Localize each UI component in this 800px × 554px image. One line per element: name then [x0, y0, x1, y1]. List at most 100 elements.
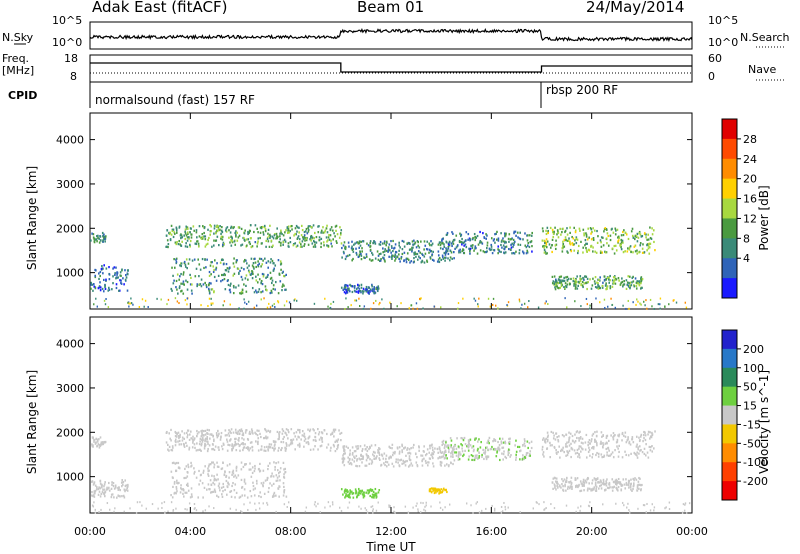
data-cell [185, 242, 187, 245]
data-cell [267, 467, 269, 471]
data-cell [253, 230, 255, 234]
data-cell [646, 244, 648, 247]
data-cell [111, 288, 113, 291]
data-cell [490, 237, 493, 240]
data-cell [569, 248, 572, 252]
data-cell [431, 452, 434, 456]
data-cell [525, 246, 528, 249]
data-cell [215, 432, 218, 435]
data-cell [606, 232, 609, 235]
data-cell [507, 453, 510, 457]
data-cell [103, 441, 106, 444]
data-cell [439, 456, 441, 459]
data-cell [230, 226, 232, 230]
data-cell [273, 444, 276, 447]
data-cell [249, 489, 252, 493]
data-cell [188, 433, 191, 436]
data-cell [438, 260, 441, 264]
data-cell [377, 285, 380, 288]
data-cell [243, 238, 246, 241]
velocity-colorbar-tick-label: -200 [743, 475, 768, 488]
data-cell [337, 443, 340, 447]
data-cell [378, 457, 381, 460]
data-cell [360, 254, 363, 257]
data-cell [391, 255, 393, 258]
data-cell [118, 289, 120, 292]
data-cell [628, 440, 631, 443]
data-cell [582, 251, 584, 254]
data-cell [607, 454, 610, 457]
data-cell [460, 436, 463, 440]
data-cell [447, 247, 450, 250]
data-cell [296, 438, 298, 441]
data-cell [363, 493, 365, 497]
data-cell [101, 441, 104, 444]
data-cell [99, 270, 102, 274]
data-cell [232, 274, 235, 277]
data-cell [372, 241, 375, 245]
y-tick-label: 1000 [56, 471, 84, 484]
data-cell [92, 483, 95, 486]
data-cell [314, 432, 317, 435]
data-cell [569, 485, 572, 488]
data-cell [500, 250, 502, 254]
data-cell [556, 285, 559, 288]
data-cell [549, 441, 551, 444]
data-cell [559, 286, 561, 289]
data-cell [245, 429, 248, 432]
data-cell [110, 493, 113, 496]
data-cell [175, 226, 178, 229]
data-cell [297, 444, 299, 447]
power-colorbar-tick-label: 24 [743, 153, 757, 166]
data-cell [98, 510, 100, 513]
data-cell [366, 456, 369, 459]
data-cell [577, 249, 579, 253]
data-cell [554, 486, 556, 489]
data-cell [664, 507, 666, 510]
data-cell [468, 439, 470, 443]
data-cell [526, 249, 529, 252]
data-cell [204, 281, 206, 285]
data-cell [419, 251, 422, 254]
data-cell [634, 235, 637, 238]
data-cell [168, 445, 171, 448]
data-cell [267, 232, 269, 235]
data-cell [639, 302, 641, 305]
data-cell [462, 248, 464, 251]
data-cell [549, 246, 552, 249]
data-cell [591, 482, 593, 485]
data-cell [512, 245, 514, 248]
data-cell [170, 233, 173, 236]
data-cell [229, 439, 231, 442]
data-cell [407, 452, 409, 455]
data-cell [198, 483, 200, 486]
data-cell [224, 434, 227, 437]
data-cell [294, 448, 296, 451]
data-cell [179, 243, 181, 246]
data-cell [209, 463, 212, 466]
data-cell [244, 482, 247, 485]
data-cell [486, 456, 489, 459]
data-cell [339, 226, 341, 229]
data-cell [520, 307, 522, 310]
data-cell [121, 483, 124, 486]
data-cell [601, 456, 603, 459]
data-cell [356, 494, 359, 497]
data-cell [254, 502, 256, 505]
data-cell [517, 243, 520, 246]
data-cell [91, 490, 93, 494]
data-cell [431, 455, 434, 458]
data-cell [433, 259, 435, 262]
data-cell [200, 449, 202, 452]
data-cell [441, 443, 444, 447]
data-cell [225, 230, 228, 233]
data-cell [280, 241, 282, 244]
data-cell [287, 501, 290, 504]
data-cell [441, 239, 443, 242]
data-cell [303, 434, 305, 438]
data-cell [560, 275, 563, 278]
data-cell [331, 245, 333, 248]
data-cell [341, 256, 343, 259]
data-cell [271, 279, 274, 282]
data-cell [607, 447, 609, 450]
